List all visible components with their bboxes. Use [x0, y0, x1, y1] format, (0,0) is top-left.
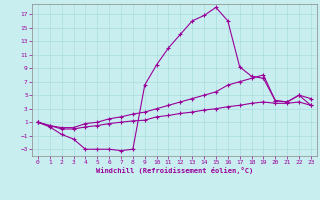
X-axis label: Windchill (Refroidissement éolien,°C): Windchill (Refroidissement éolien,°C): [96, 167, 253, 174]
